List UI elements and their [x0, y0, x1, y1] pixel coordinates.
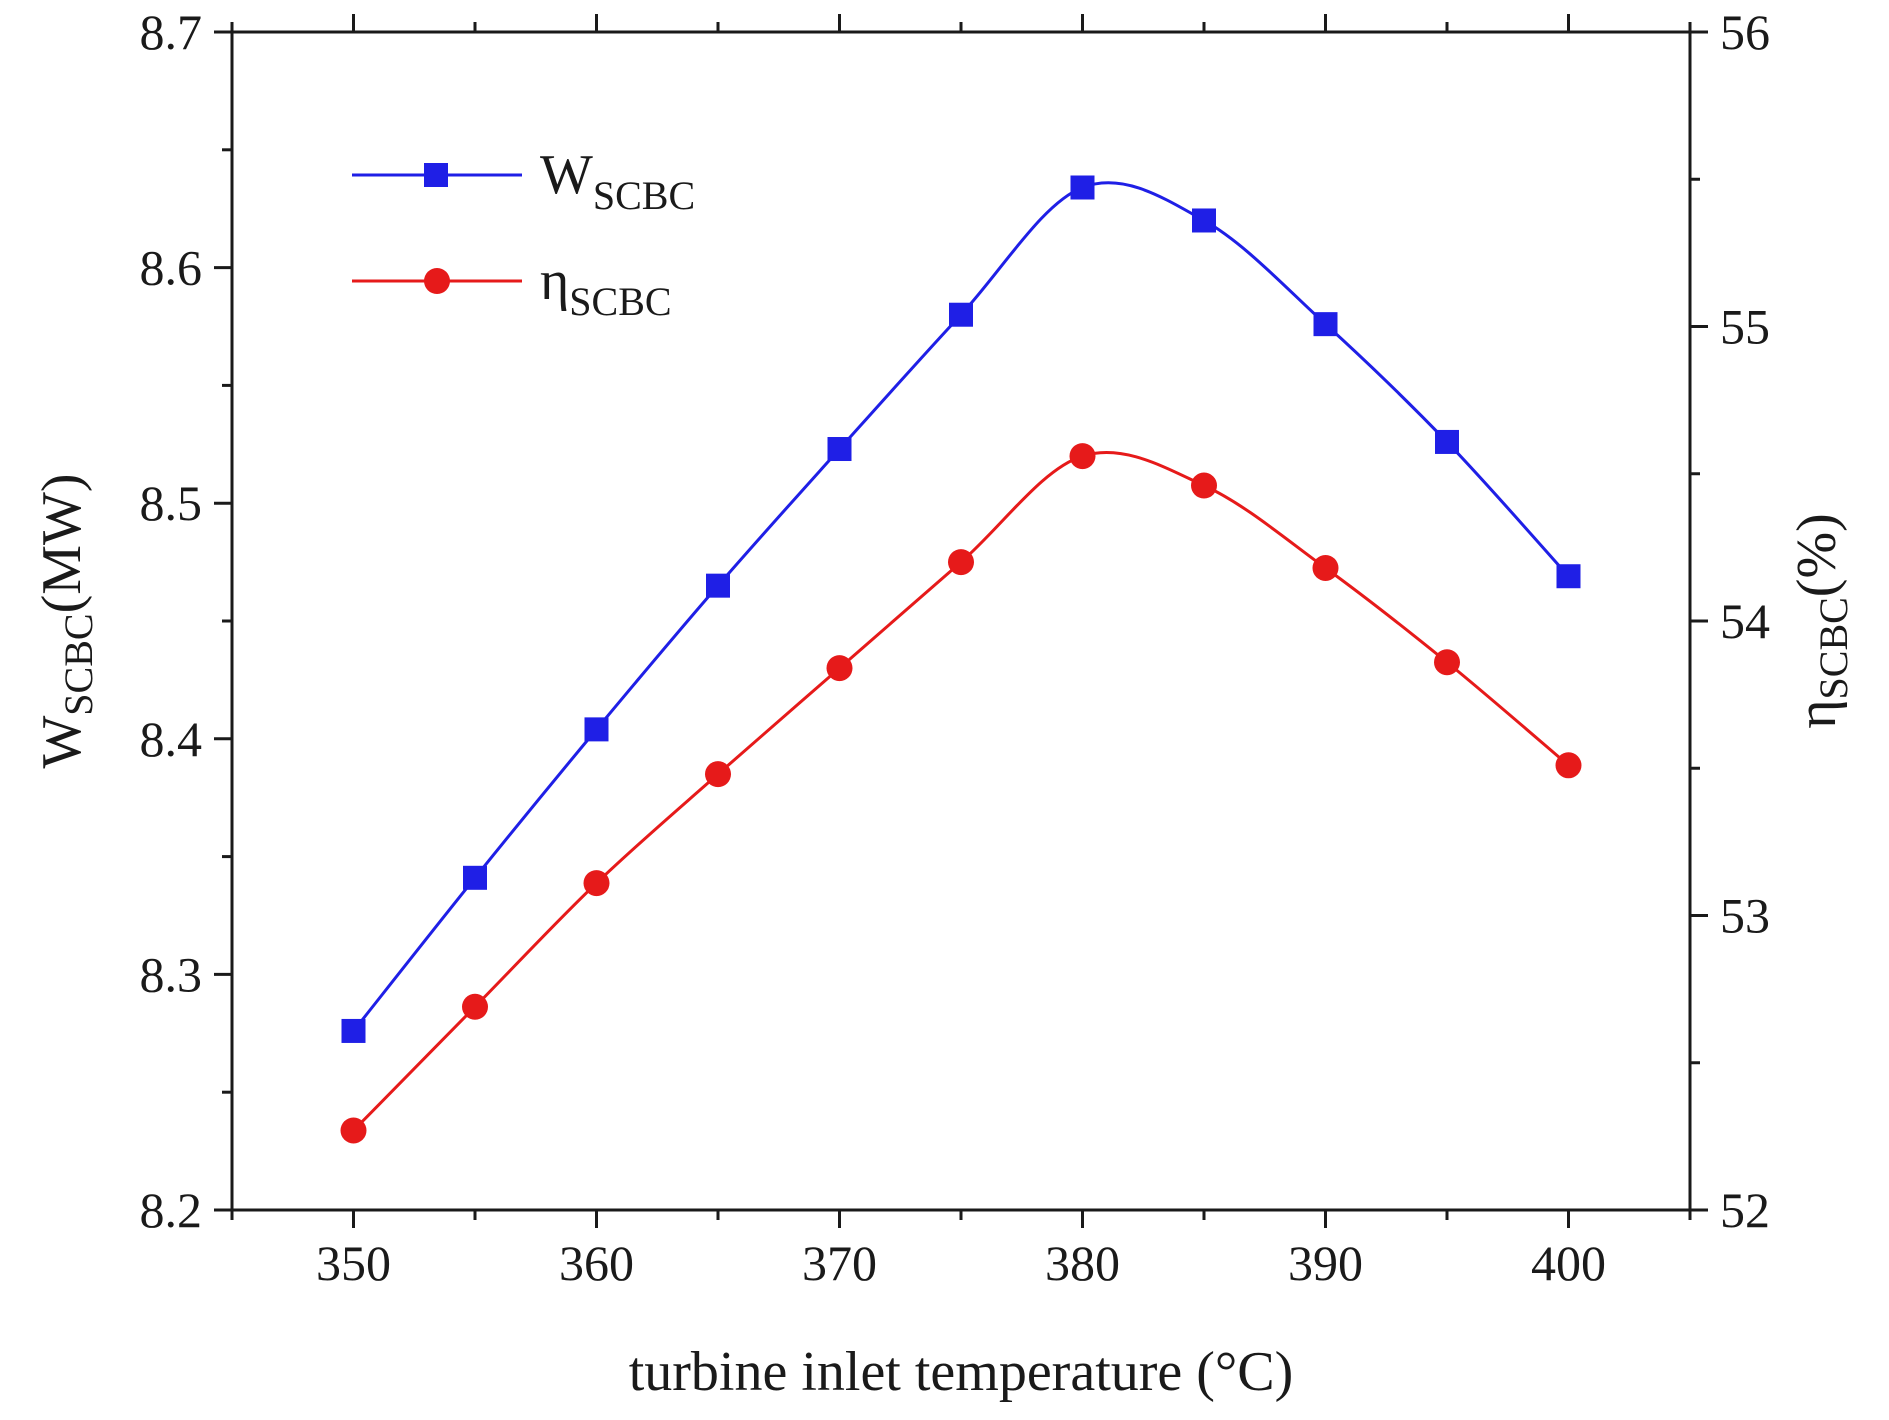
data-point-w: [949, 302, 973, 327]
left-tick-label: 8.4: [140, 711, 203, 767]
x-axis-title: turbine inlet temperature (°C): [629, 1341, 1294, 1403]
data-point-eta: [340, 1117, 367, 1144]
legend-label-eta: ηSCBC: [540, 250, 672, 324]
data-point-eta: [583, 870, 610, 897]
series-layer: [340, 175, 1582, 1144]
data-point-w: [1435, 429, 1459, 454]
legend-label-w: WSCBC: [540, 144, 695, 218]
x-tick-label: 360: [559, 1235, 634, 1291]
data-point-w: [463, 865, 487, 890]
data-point-eta: [462, 993, 488, 1020]
right-tick-label: 53: [1720, 888, 1770, 944]
right-tick-label: 55: [1720, 299, 1770, 355]
left-axis-title: WSCBC(MW): [31, 473, 101, 768]
right-y-axis: 52 53 54 55 56: [1690, 4, 1770, 1238]
x-axis: 350 360 370 380 390 400: [230, 14, 1692, 1291]
data-point-eta: [1434, 649, 1460, 676]
data-point-w: [341, 1018, 366, 1043]
data-point-w: [584, 717, 609, 742]
data-point-eta: [826, 655, 853, 682]
left-tick-label: 8.2: [140, 1182, 203, 1238]
right-tick-label: 54: [1720, 593, 1770, 649]
data-point-eta: [1069, 443, 1096, 470]
data-point-w: [1192, 208, 1216, 233]
data-point-eta: [705, 761, 731, 788]
data-point-w: [706, 573, 730, 598]
x-tick-label: 390: [1288, 1235, 1363, 1291]
left-tick-label: 8.3: [140, 946, 203, 1002]
legend-marker-w: [424, 163, 448, 187]
legend-marker-eta: [424, 268, 450, 294]
data-point-eta: [948, 549, 974, 576]
left-tick-label: 8.6: [140, 240, 203, 296]
x-tick-label: 350: [316, 1235, 391, 1291]
left-tick-label: 8.5: [140, 475, 203, 531]
right-axis-title: ηSCBC(%): [1786, 513, 1856, 729]
data-point-w: [1556, 564, 1581, 589]
data-point-eta: [1555, 752, 1582, 779]
data-point-eta: [1191, 472, 1217, 499]
x-tick-label: 380: [1045, 1235, 1120, 1291]
data-point-eta: [1312, 554, 1339, 581]
data-point-w: [1313, 312, 1338, 337]
x-tick-label: 400: [1531, 1235, 1606, 1291]
data-point-w: [827, 437, 852, 462]
left-y-axis: 8.2 8.3 8.4 8.5 8.6 8.7: [140, 4, 232, 1238]
right-tick-label: 56: [1720, 4, 1770, 60]
data-point-w: [1070, 175, 1095, 200]
legend: WSCBC ηSCBC: [352, 144, 695, 324]
left-tick-label: 8.7: [140, 4, 203, 60]
right-tick-label: 52: [1720, 1182, 1770, 1238]
x-tick-label: 370: [802, 1235, 877, 1291]
